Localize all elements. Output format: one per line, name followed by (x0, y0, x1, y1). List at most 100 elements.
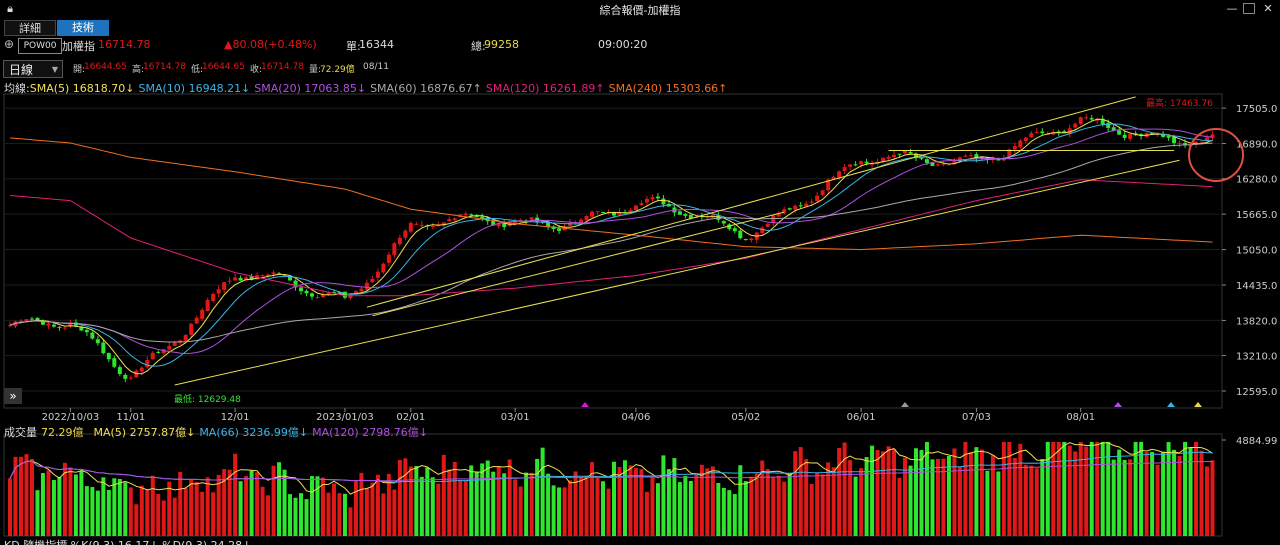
volume-bar (194, 481, 199, 536)
candle-body (62, 327, 67, 329)
candle-body (595, 211, 600, 213)
candle-body (260, 275, 265, 277)
candle-body (480, 216, 485, 219)
volume-bar (1144, 452, 1149, 536)
volume-bar (1166, 442, 1171, 536)
volume-bar (436, 483, 441, 536)
candle-body (661, 198, 666, 205)
volume-bar (90, 487, 95, 536)
candle-body (507, 223, 512, 226)
candle-body (375, 271, 380, 278)
candle-body (771, 215, 776, 223)
candle-body (1084, 117, 1089, 119)
volume-bar (990, 455, 995, 536)
volume-bar (474, 471, 479, 536)
candle-body (216, 289, 221, 294)
event-marker (1114, 402, 1122, 407)
candle-body (924, 159, 929, 163)
volume-bar (1023, 464, 1028, 536)
kd-indicator-legend: KD 隨機指標 %K(9,3) 16.17↓ %D(9,3) 24.28↓ (4, 537, 251, 545)
candle-body (1029, 133, 1034, 138)
candle-body (1089, 118, 1094, 120)
candle-body (266, 274, 271, 277)
candle-body (249, 276, 254, 280)
candle-body (441, 222, 446, 226)
sma10-line (9, 123, 1213, 367)
volume-bar (425, 467, 430, 536)
candle-body (612, 212, 616, 216)
ma-legend-item-4: SMA(120) 16261.89↑ (485, 82, 605, 95)
candle-body (1150, 133, 1155, 135)
volume-bar (353, 480, 358, 536)
volume-bar (892, 449, 897, 536)
volume-bar (1078, 441, 1083, 536)
single-volume: 16344 (359, 38, 394, 51)
title-bar: 🔒︎ 綜合報價-加權指 — ✕ (0, 0, 1280, 18)
volume-bar (782, 481, 787, 536)
expand-panel-icon[interactable]: » (4, 388, 22, 404)
volume-bar (62, 462, 67, 536)
minimize-icon[interactable]: — (1226, 2, 1238, 15)
volume-bar (1150, 451, 1155, 536)
candle-body (1100, 118, 1105, 125)
trendline-channel-upper (366, 96, 1136, 308)
candle-body (79, 326, 84, 331)
volume-bar (1117, 449, 1122, 536)
candle-body (886, 156, 891, 159)
volume-bar (633, 468, 638, 536)
restore-icon[interactable] (1243, 3, 1255, 14)
volume-bar (452, 461, 457, 536)
candle-body (831, 176, 836, 180)
candle-body (370, 278, 375, 283)
candle-body (743, 239, 748, 241)
volume-bar (996, 471, 1001, 536)
candle-body (194, 317, 199, 324)
volume-bar (178, 471, 183, 536)
volume-bar (579, 476, 584, 536)
volume-bar (40, 473, 45, 536)
volume-bar (935, 458, 940, 536)
tab-technical[interactable]: 技術 (57, 20, 109, 36)
candle-body (381, 263, 386, 273)
candle-body (469, 214, 474, 216)
tab-detail[interactable]: 詳細 (4, 20, 56, 36)
volume-bar (189, 479, 194, 536)
volume-bar (963, 441, 968, 536)
price-panel-frame (3, 93, 1223, 409)
candle-body (227, 280, 232, 282)
candle-body (299, 287, 304, 292)
candle-body (1128, 133, 1133, 139)
volume-bar (524, 472, 529, 536)
volume-bar (557, 487, 562, 536)
candle-body (342, 291, 347, 298)
candle-body (68, 323, 73, 327)
price-axis-label: 15050.0 (1236, 246, 1277, 257)
date-axis-label: 03/01 (501, 412, 530, 423)
trendline-channel-lower (372, 211, 785, 317)
vol-ma120-line (9, 460, 1213, 482)
candle-body (502, 222, 507, 228)
volume-legend-item-1: MA(66) 3236.99億↓ (199, 426, 309, 439)
ma-legend-item-2: SMA(20) 17063.85↓ (254, 82, 367, 95)
volume-bar (568, 480, 573, 536)
symbol-name: 加權指 (62, 40, 95, 53)
candle-body (315, 297, 320, 299)
volume-bar (1172, 449, 1177, 536)
candle-body (1012, 146, 1017, 150)
volume-bar (24, 454, 29, 536)
high-annotation: 最高: 17463.76 (1146, 97, 1213, 109)
volume-bar (864, 457, 869, 536)
volume-bar (458, 479, 463, 536)
candle-body (1034, 131, 1039, 133)
candle-body (397, 237, 402, 244)
period-select[interactable]: 日線 ▼ (3, 60, 63, 78)
candle-body (1056, 131, 1061, 133)
volume-bar (18, 456, 23, 536)
candle-body (793, 205, 798, 210)
add-symbol-icon[interactable]: ⊕ (4, 37, 15, 51)
total-volume: 99258 (484, 38, 519, 51)
close-icon[interactable]: ✕ (1263, 2, 1273, 15)
price-axis-label: 16890.0 (1236, 140, 1277, 151)
symbol-code-input[interactable]: POW00 (18, 38, 62, 54)
